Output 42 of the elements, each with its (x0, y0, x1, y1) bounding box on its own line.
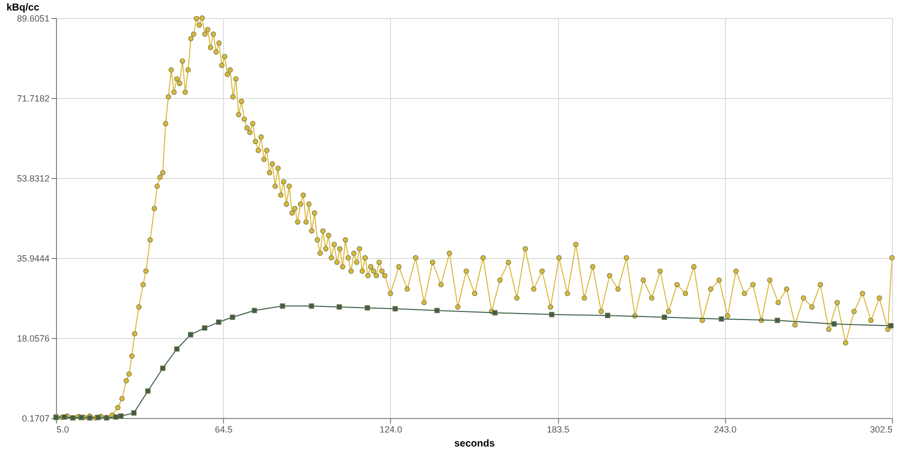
point (434, 308, 440, 314)
y-tick-label: 35.9444 (16, 254, 50, 264)
point (392, 306, 398, 312)
y-tick-label: 53.8312 (16, 174, 50, 184)
point (160, 366, 166, 371)
y-axis-title: kBq/cc (6, 2, 40, 14)
point (118, 413, 124, 419)
point (831, 321, 837, 327)
x-tick-label: 64.5 (214, 424, 232, 434)
point (78, 414, 84, 420)
x-tick-label: 243.0 (714, 424, 737, 434)
y-tick-label: 71.7182 (16, 94, 50, 104)
point (202, 325, 208, 331)
y-tick-label: 89.6051 (16, 14, 50, 24)
point (131, 410, 136, 416)
point (145, 388, 151, 394)
point (662, 314, 668, 320)
point (336, 304, 342, 310)
x-tick-label: 183.5 (546, 424, 570, 434)
point (364, 305, 370, 310)
y-tick-label: 0.1707 (22, 414, 50, 424)
point (604, 312, 610, 318)
x-tick-label: 302.5 (870, 424, 892, 434)
point (230, 314, 236, 320)
point (174, 346, 180, 352)
x-tick-label: 124.0 (380, 424, 402, 434)
point (888, 323, 894, 328)
point (113, 414, 118, 420)
point (308, 303, 314, 309)
point (774, 318, 780, 324)
point (549, 312, 554, 318)
x-axis-title: seconds (454, 438, 496, 450)
point (96, 414, 101, 420)
point (718, 316, 724, 322)
y-tick-label: 18.0576 (16, 334, 50, 344)
point (280, 303, 286, 309)
point (216, 320, 222, 325)
point (492, 310, 498, 316)
point (188, 332, 194, 338)
point (252, 308, 258, 314)
x-tick-label: 5.0 (56, 424, 70, 434)
point (62, 414, 68, 420)
